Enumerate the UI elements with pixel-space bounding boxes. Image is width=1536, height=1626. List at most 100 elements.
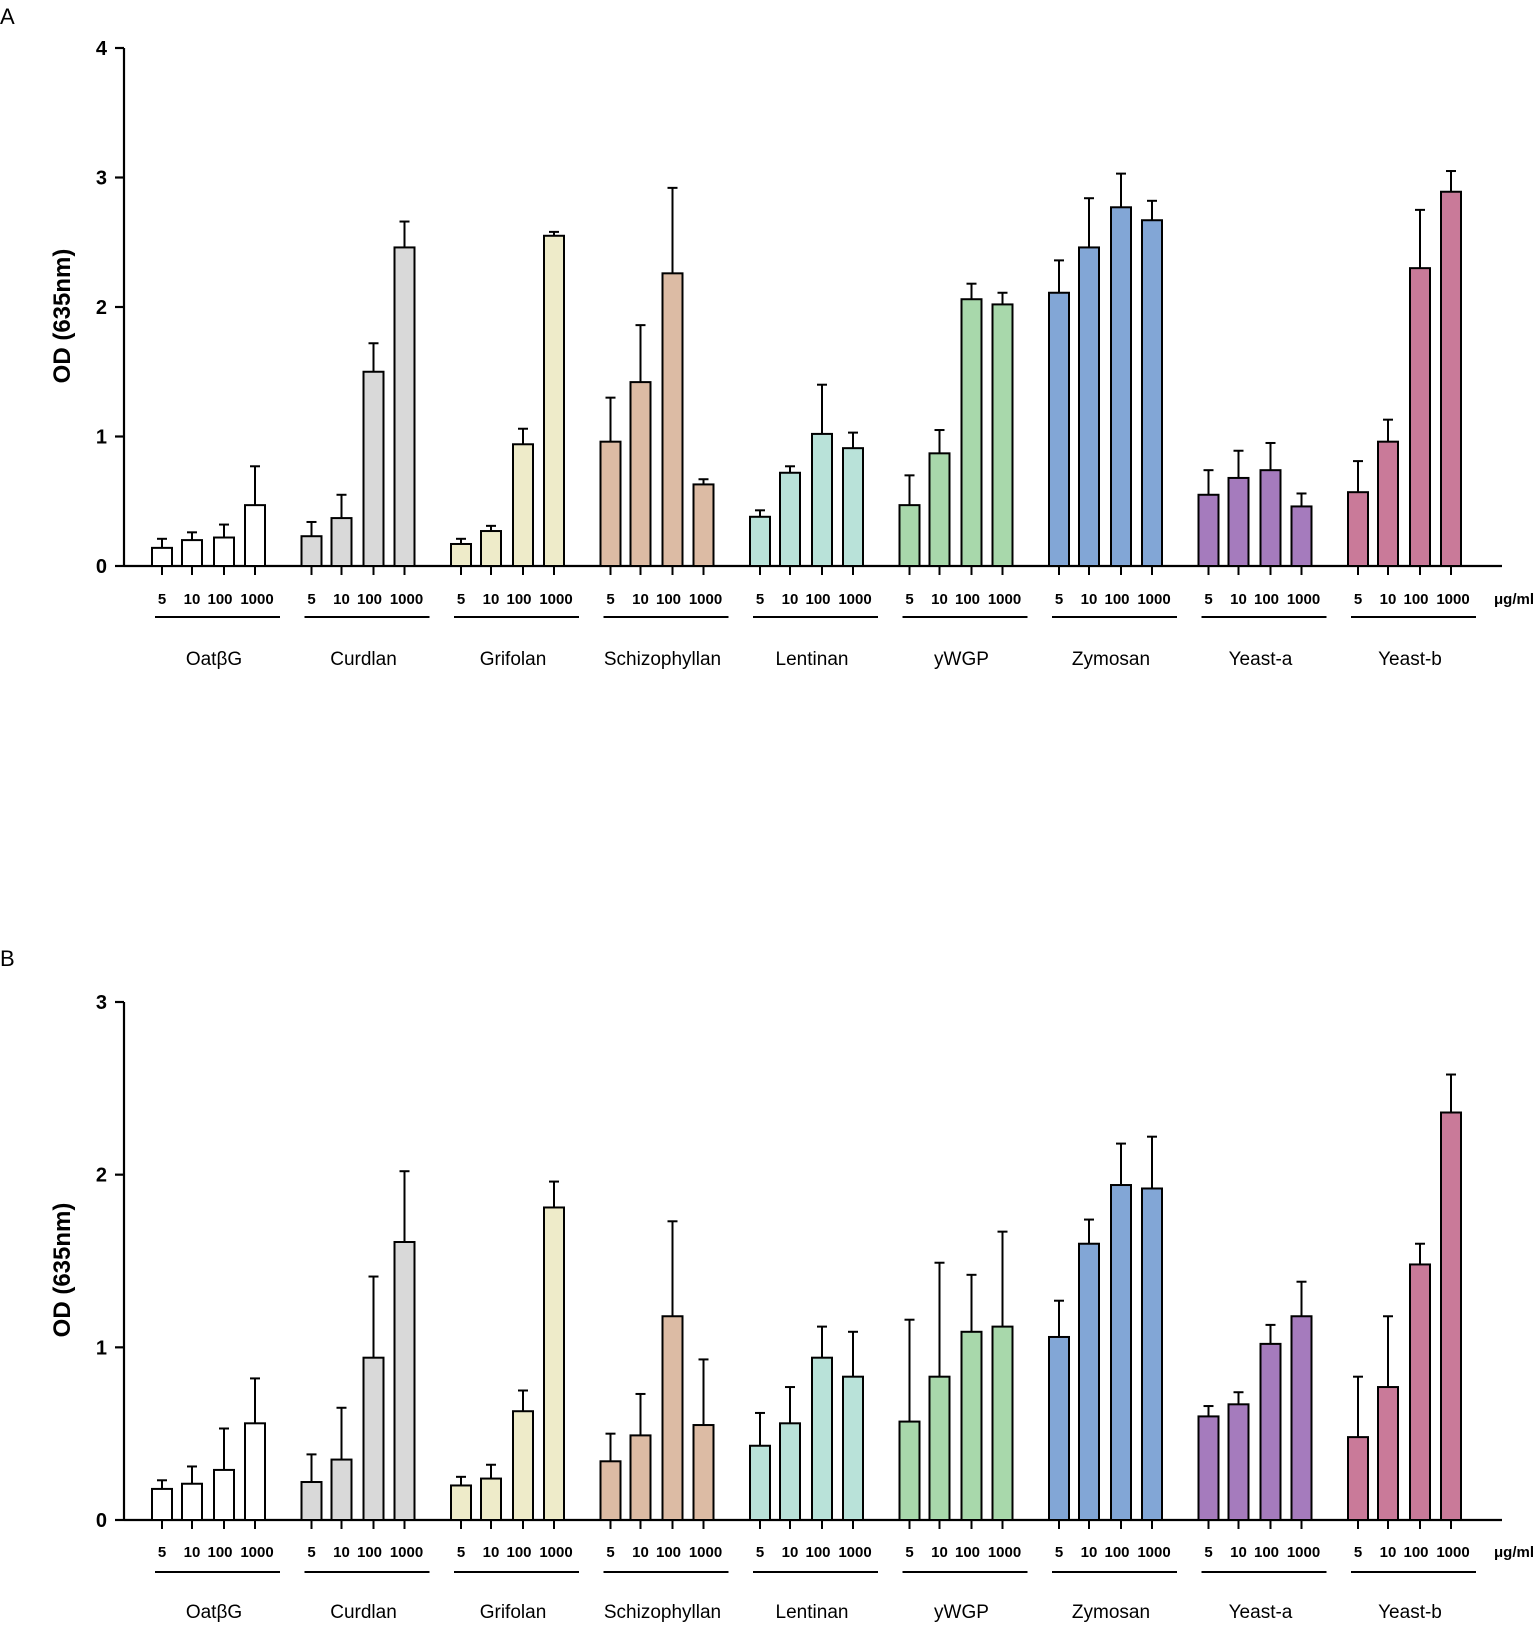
- p1-bar: [991, 1325, 1014, 1522]
- p1-concentration-label: 10: [1380, 1544, 1397, 1561]
- p0-bar: [213, 536, 235, 568]
- p0-bar: [629, 381, 652, 567]
- p1-concentration-label: 5: [158, 1544, 166, 1561]
- p1-bar: [300, 1481, 323, 1521]
- p1-bar: [244, 1422, 266, 1522]
- p0-bar: [1290, 505, 1313, 567]
- p0-concentration-label: 10: [1081, 591, 1098, 608]
- p0-bar: [512, 443, 534, 567]
- p1-y-tick-label: 1: [96, 1337, 107, 1359]
- p1-bar: [1197, 1415, 1220, 1521]
- p1-y-tick-label: 3: [96, 992, 107, 1014]
- p1-bar: [393, 1241, 416, 1521]
- p1-concentration-label: 100: [955, 1544, 980, 1561]
- p0-concentration-label: 10: [184, 591, 201, 608]
- p0-concentration-label: 10: [931, 591, 948, 608]
- p0-bar: [181, 539, 203, 567]
- p1-concentration-label: 1000: [1436, 1544, 1469, 1561]
- p1-bar: [629, 1434, 652, 1522]
- p1-bar: [330, 1458, 353, 1521]
- p0-concentration-label: 100: [805, 591, 830, 608]
- p1-bar: [1259, 1342, 1282, 1521]
- p0-concentration-label: 5: [307, 591, 315, 608]
- p1-bar: [1440, 1111, 1462, 1522]
- p1-concentration-label: 100: [805, 1544, 830, 1561]
- p0-y-axis-label: OD (635nm): [49, 249, 76, 384]
- p1-concentration-label: 5: [457, 1544, 465, 1561]
- p1-concentration-label: 1000: [390, 1544, 423, 1561]
- p0-bar: [960, 298, 983, 567]
- p0-y-tick-label: 0: [96, 556, 107, 578]
- p0-bar: [811, 432, 833, 567]
- p1-concentration-label: 100: [1104, 1544, 1129, 1561]
- p1-concentration-label: 100: [207, 1544, 232, 1561]
- p0-concentration-label: 1000: [240, 591, 273, 608]
- p1-group-label: Grifolan: [480, 1602, 547, 1623]
- p1-y-tick-label: 0: [96, 1510, 107, 1532]
- panel-a-label: A: [0, 4, 15, 29]
- p1-bar: [362, 1356, 385, 1521]
- p0-concentration-label: 100: [1254, 591, 1279, 608]
- p1-bar: [842, 1375, 864, 1522]
- p0-bar: [779, 471, 801, 568]
- p1-concentration-label: 10: [333, 1544, 350, 1561]
- p1-concentration-label: 5: [756, 1544, 764, 1561]
- p0-bar: [1048, 291, 1070, 567]
- p1-concentration-label: 1000: [1287, 1544, 1320, 1561]
- p1-bar: [1377, 1386, 1399, 1521]
- p0-concentration-label: 5: [1055, 591, 1063, 608]
- p0-bar: [1409, 267, 1431, 567]
- p0-group-label: Yeast-a: [1229, 649, 1293, 670]
- p1-concentration-label: 100: [357, 1544, 382, 1561]
- p0-concentration-label: 100: [506, 591, 531, 608]
- p1-concentration-label: 5: [1354, 1544, 1362, 1561]
- p0-concentration-label: 10: [333, 591, 350, 608]
- p1-group-label: Schizophyllan: [604, 1602, 721, 1623]
- p0-group-label: Zymosan: [1072, 649, 1150, 670]
- p1-bar: [692, 1424, 715, 1521]
- p1-bar: [543, 1206, 565, 1521]
- p1-concentration-label: 10: [184, 1544, 201, 1561]
- p1-concentration-label: 1000: [988, 1544, 1021, 1561]
- p0-concentration-label: 10: [632, 591, 649, 608]
- p1-group-label: Yeast-a: [1229, 1602, 1293, 1623]
- p1-bar: [181, 1482, 203, 1521]
- p0-concentration-label: 10: [782, 591, 799, 608]
- p0-bar: [450, 542, 472, 567]
- p1-bar: [960, 1330, 983, 1521]
- p1-y-axis-label: OD (635nm): [49, 1203, 76, 1338]
- p1-concentration-label: 10: [1081, 1544, 1098, 1561]
- p0-concentration-label: 5: [1204, 591, 1212, 608]
- p0-bar: [362, 370, 385, 567]
- bar-chart-a: 0 1 2 3 4 OD (635nm) 5 10 100 1000 OatβG 5 10 100 1000…: [49, 38, 1534, 670]
- p0-concentration-label: 1000: [838, 591, 871, 608]
- p1-bar: [151, 1487, 173, 1521]
- p1-bar: [480, 1477, 502, 1521]
- p0-concentration-label: 1000: [539, 591, 572, 608]
- p1-bar: [811, 1356, 833, 1521]
- p0-concentration-label: 100: [656, 591, 681, 608]
- p1-concentration-label: 10: [483, 1544, 500, 1561]
- p0-unit-label: μg/ml: [1494, 591, 1534, 608]
- p0-concentration-label: 5: [756, 591, 764, 608]
- p1-concentration-label: 1000: [689, 1544, 722, 1561]
- p0-group-label: Lentinan: [776, 649, 849, 670]
- p1-bar: [749, 1444, 771, 1521]
- p0-concentration-label: 1000: [390, 591, 423, 608]
- p0-group-label: Curdlan: [330, 649, 397, 670]
- p0-bar: [1377, 440, 1399, 567]
- p1-bar: [1290, 1315, 1313, 1521]
- p0-concentration-label: 1000: [1137, 591, 1170, 608]
- p1-bar: [1409, 1263, 1431, 1521]
- p1-bar: [661, 1315, 684, 1521]
- p0-y-tick-label: 1: [96, 427, 107, 449]
- p0-bar: [1078, 246, 1100, 567]
- p1-bar: [898, 1420, 921, 1521]
- p0-bar: [692, 483, 715, 568]
- p0-bar: [928, 452, 951, 567]
- p0-bar: [300, 535, 323, 568]
- p1-concentration-label: 100: [1403, 1544, 1428, 1561]
- p1-concentration-label: 5: [606, 1544, 614, 1561]
- p1-bar: [779, 1422, 801, 1522]
- p1-concentration-label: 100: [656, 1544, 681, 1561]
